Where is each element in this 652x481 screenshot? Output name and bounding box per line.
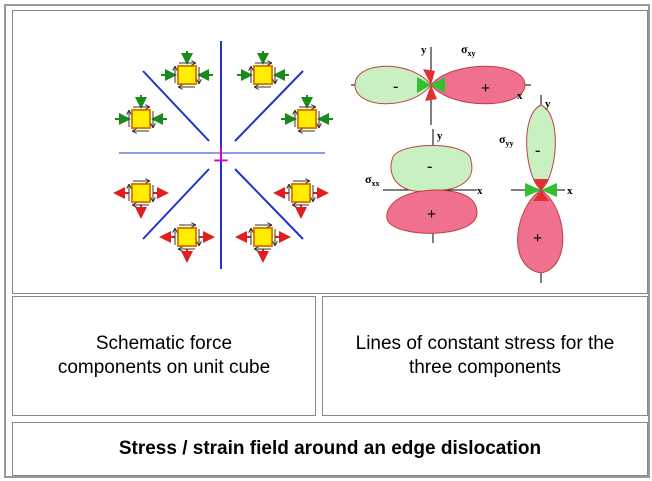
sigma-label: σyy — [499, 132, 514, 148]
figure-cell: ⊥ - + y x σxy - + — [12, 10, 648, 294]
x-label: x — [477, 185, 483, 197]
subscript: yy — [506, 139, 514, 148]
symbol: σ — [365, 172, 372, 186]
neg-sign: - — [427, 158, 432, 175]
title-cell: Stress / strain field around an edge dis… — [12, 422, 648, 476]
unit-cube — [177, 227, 197, 247]
y-label: y — [437, 130, 443, 142]
syy-plot: - + y x σyy — [499, 95, 573, 283]
dislocation-symbol: ⊥ — [213, 145, 229, 165]
unit-cube — [177, 65, 197, 85]
x-label: x — [567, 185, 573, 197]
y-label: y — [421, 44, 427, 56]
unit-cube — [291, 183, 311, 203]
pos-sign: + — [481, 80, 490, 97]
neg-sign: - — [535, 142, 540, 159]
caption-cell: Lines of constant stress for the three c… — [322, 296, 648, 416]
title: Stress / strain field around an edge dis… — [118, 438, 542, 459]
y-label: y — [545, 98, 551, 110]
pos-sign: + — [533, 230, 542, 247]
x-label: x — [517, 90, 523, 102]
caption-cell: Schematic force components on unit cube — [12, 296, 316, 416]
figure: ⊥ - + y x σxy - + — [113, 41, 573, 283]
unit-cube — [297, 109, 317, 129]
sigma-label: σxx — [365, 172, 380, 188]
sxy-plot: - + y x σxy — [351, 42, 531, 125]
caption: Lines of constant stress for the three c… — [355, 333, 615, 378]
subscript: xy — [468, 49, 476, 58]
force-diagram: ⊥ — [113, 41, 333, 269]
subscript: xx — [372, 179, 380, 188]
unit-cube — [253, 65, 273, 85]
unit-cube — [131, 109, 151, 129]
sigma-label: σxy — [461, 42, 476, 58]
unit-cube — [131, 183, 151, 203]
symbol: σ — [461, 42, 468, 56]
unit-cube — [253, 227, 273, 247]
caption: Schematic force components on unit cube — [57, 333, 271, 378]
pos-sign: + — [427, 206, 436, 223]
symbol: σ — [499, 132, 506, 146]
page: ⊥ - + y x σxy - + — [4, 4, 650, 478]
neg-sign: - — [393, 78, 398, 95]
sxx-plot: - + y x σxx — [365, 129, 483, 243]
